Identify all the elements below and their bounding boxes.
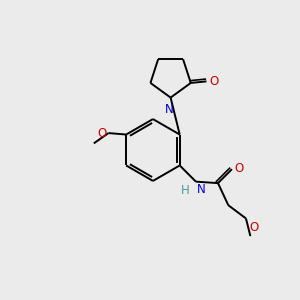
Text: H: H (181, 184, 190, 197)
Text: O: O (97, 127, 106, 140)
Text: O: O (249, 221, 258, 234)
Text: O: O (209, 75, 219, 88)
Text: N: N (165, 103, 173, 116)
Text: N: N (197, 183, 206, 196)
Text: O: O (234, 162, 243, 175)
